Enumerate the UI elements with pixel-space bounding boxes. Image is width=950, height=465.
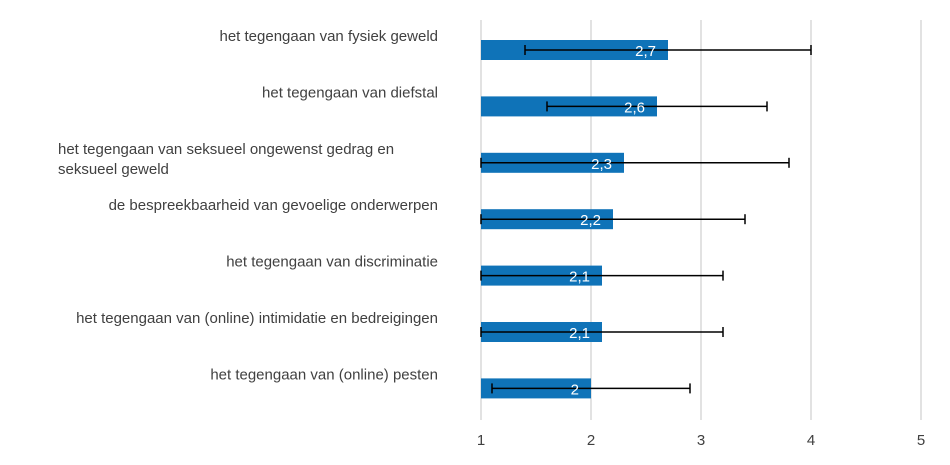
- x-tick-label: 4: [807, 432, 815, 449]
- data-label: 2,2: [580, 212, 601, 229]
- data-label: 2,1: [569, 325, 590, 342]
- category-label: de bespreekbaarheid van gevoelige onderw…: [109, 197, 438, 214]
- category-label: het tegengaan van diefstal: [262, 84, 438, 101]
- category-label: het tegengaan van discriminatie: [226, 254, 438, 271]
- x-tick-label: 1: [477, 432, 485, 449]
- category-label: het tegengaan van (online) intimidatie e…: [76, 310, 438, 327]
- data-label: 2,3: [591, 156, 612, 173]
- x-tick-label: 5: [917, 432, 925, 449]
- category-label: het tegengaan van seksueel ongewenst ged…: [58, 141, 394, 158]
- data-label: 2,7: [635, 43, 656, 60]
- data-label: 2,1: [569, 269, 590, 286]
- data-label: 2,6: [624, 99, 645, 116]
- x-tick-label: 3: [697, 432, 705, 449]
- data-label: 2: [571, 381, 579, 398]
- category-label: het tegengaan van fysiek geweld: [220, 28, 439, 45]
- category-label: het tegengaan van (online) pesten: [210, 366, 438, 383]
- x-tick-label: 2: [587, 432, 595, 449]
- category-label: seksueel geweld: [58, 161, 169, 178]
